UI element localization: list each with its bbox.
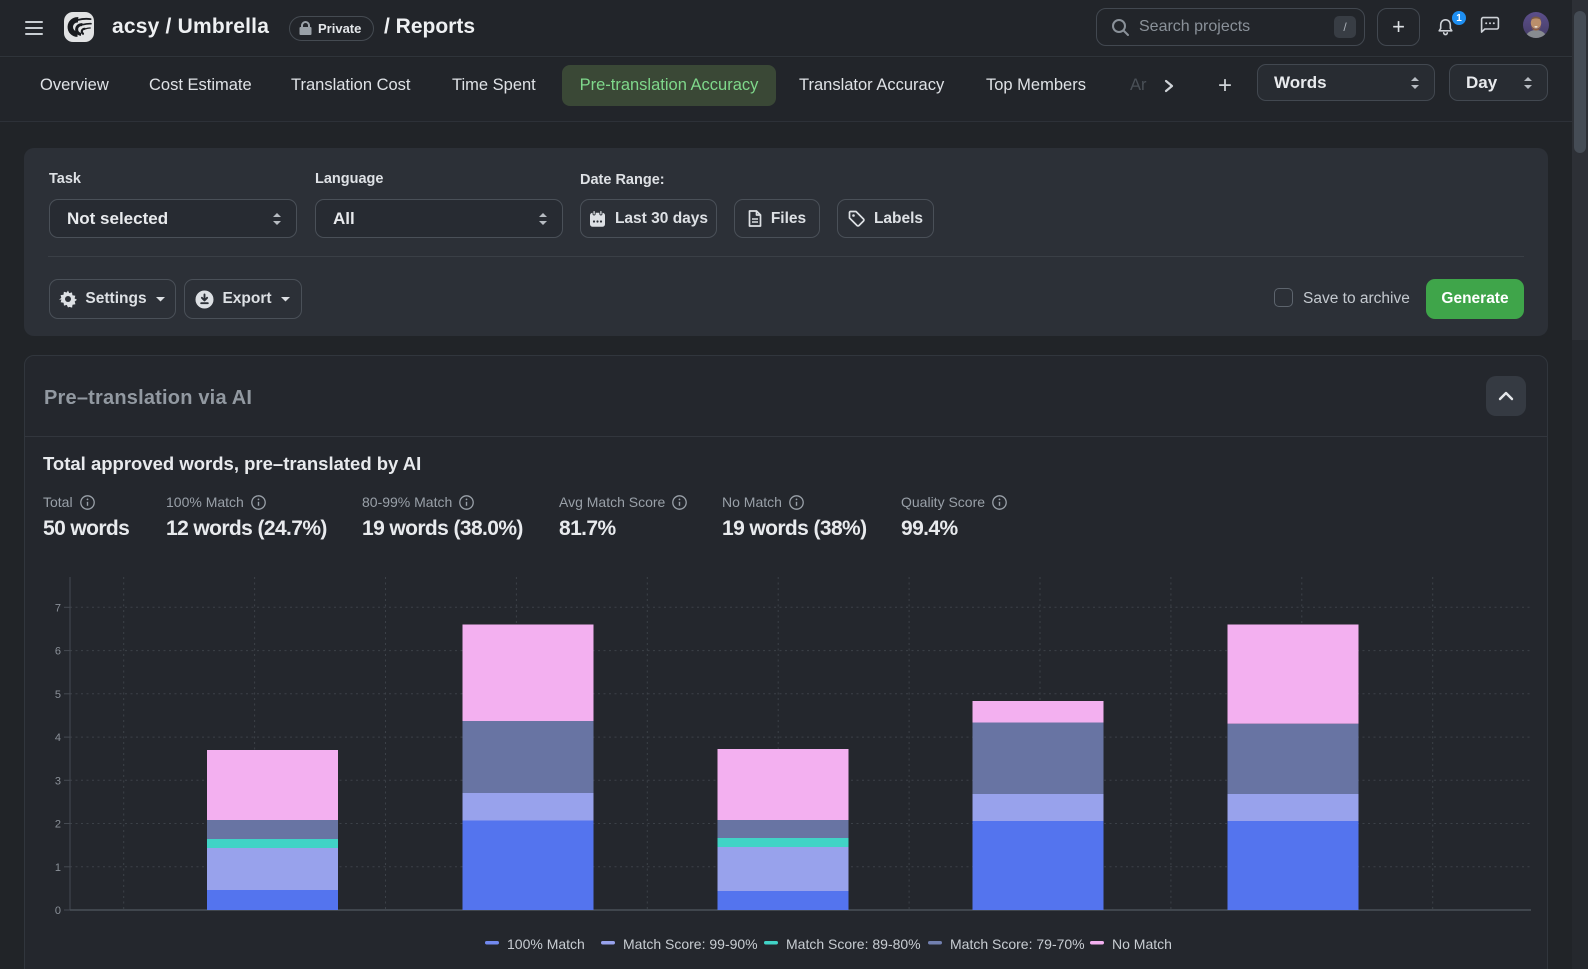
svg-text:3: 3 — [55, 775, 61, 787]
svg-text:No Match: No Match — [1112, 936, 1172, 952]
svg-text:5: 5 — [55, 689, 61, 701]
svg-text:6: 6 — [55, 646, 61, 658]
svg-text:Match Score: 99-90%: Match Score: 99-90% — [623, 936, 758, 952]
svg-text:7: 7 — [55, 602, 61, 614]
svg-text:Match Score: 79-70%: Match Score: 79-70% — [950, 936, 1085, 952]
svg-text:4: 4 — [55, 732, 61, 744]
svg-text:2: 2 — [55, 819, 61, 831]
svg-text:100% Match: 100% Match — [507, 936, 585, 952]
svg-text:1: 1 — [55, 862, 61, 874]
svg-text:0: 0 — [55, 905, 61, 917]
svg-text:Match Score: 89-80%: Match Score: 89-80% — [786, 936, 921, 952]
